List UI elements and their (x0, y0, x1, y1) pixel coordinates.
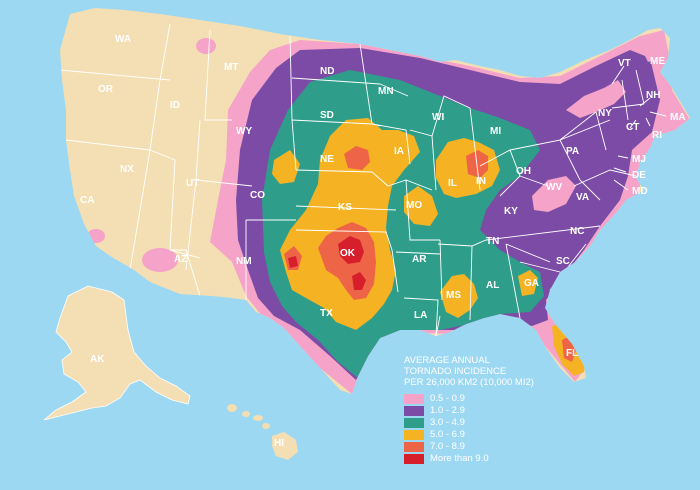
state-labels: WA OR CA ID NX MT WY UT AZ CO NM ND SD N… (80, 34, 686, 449)
legend-label-2: 3.0 - 4.9 (430, 417, 465, 429)
state-label-nh: NH (646, 90, 660, 101)
state-label-ar: AR (412, 254, 427, 265)
state-label-mj: MJ (632, 154, 646, 165)
state-label-mt: MT (224, 62, 238, 73)
legend-title-line-2: TORNADO INCIDENCE (404, 366, 507, 377)
zone-0-5-0-9-new-york (566, 80, 626, 118)
zone-0-5-0-9-montana (196, 38, 216, 54)
legend-swatch-5 (404, 453, 424, 464)
zone-7-0-8-9-nebraska (344, 146, 370, 170)
state-label-wv: WV (546, 182, 562, 193)
state-label-ks: KS (338, 202, 352, 213)
state-label-ny: NY (598, 108, 612, 119)
state-label-md: MD (632, 186, 648, 197)
state-label-id: ID (170, 100, 180, 111)
zone-0-5-0-9-west-virginia (532, 176, 576, 212)
state-label-la: LA (414, 310, 427, 321)
legend-item: 3.0 - 4.9 (404, 417, 489, 429)
zone-more-than-9-texas-panhandle (288, 256, 298, 268)
legend-item: 1.0 - 2.9 (404, 405, 489, 417)
legend-label-0: 0.5 - 0.9 (430, 393, 465, 405)
zone-0-5-0-9-arizona (142, 248, 178, 272)
state-label-nx: NX (120, 164, 134, 175)
legend-label-4: 7.0 - 8.9 (430, 441, 465, 453)
state-label-ia: IA (394, 146, 404, 157)
legend-title-line-3: PER 26,000 KM2 (10,000 MI2) (404, 377, 534, 388)
state-label-ne: NE (320, 154, 334, 165)
state-label-wa: WA (115, 34, 131, 45)
legend-item: 7.0 - 8.9 (404, 441, 489, 453)
legend-label-1: 1.0 - 2.9 (430, 405, 465, 417)
state-label-ga: GA (524, 278, 539, 289)
legend-item: 0.5 - 0.9 (404, 393, 489, 405)
label-leader-lines (611, 65, 667, 191)
zone-more-than-9-south-oklahoma (352, 272, 366, 290)
zone-5-0-6-9-mississippi (440, 274, 478, 318)
state-label-ky: KY (504, 206, 518, 217)
state-label-mi: MI (490, 126, 501, 137)
state-label-sd: SD (320, 110, 334, 121)
state-label-ca: CA (80, 195, 94, 206)
state-label-wi: WI (432, 112, 444, 123)
state-label-nd: ND (320, 66, 334, 77)
state-label-al: AL (486, 280, 499, 291)
legend-label-5: More than 9.0 (430, 453, 489, 465)
state-label-ok: OK (340, 248, 356, 259)
legend-title-line-1: AVERAGE ANNUAL (404, 355, 490, 366)
legend-item: More than 9.0 (404, 453, 489, 465)
zone-0-5-0-9-maine (640, 36, 666, 62)
legend-swatch-4 (404, 441, 424, 452)
state-label-ma: MA (670, 112, 686, 123)
state-label-ut: UT (186, 178, 199, 189)
state-label-vt: VT (618, 58, 631, 69)
state-label-de: DE (632, 170, 646, 181)
state-label-mo: MO (406, 200, 422, 211)
state-label-wy: WY (236, 126, 252, 137)
state-label-hi: HI (274, 438, 284, 449)
state-label-ct: CT (626, 122, 639, 133)
state-label-oh: OH (516, 166, 531, 177)
state-label-me: ME (650, 56, 665, 67)
state-label-az: AZ (174, 254, 187, 265)
state-label-mn: MN (378, 86, 394, 97)
state-label-ri: RI (652, 130, 662, 141)
legend-item: 5.0 - 6.9 (404, 429, 489, 441)
legend-swatch-0 (404, 393, 424, 404)
alaska-landmass (43, 285, 191, 421)
zone-5-0-6-9-missouri (404, 186, 438, 226)
legend-swatch-1 (404, 405, 424, 416)
state-label-or: OR (98, 84, 114, 95)
state-label-fl: FL (566, 348, 578, 359)
state-label-tx: TX (320, 308, 333, 319)
legend-title: AVERAGE ANNUAL TORNADO INCIDENCE PER 26,… (404, 355, 604, 388)
state-label-va: VA (576, 192, 589, 203)
state-label-il: IL (448, 178, 457, 189)
legend-swatch-3 (404, 429, 424, 440)
state-label-in: IN (476, 176, 486, 187)
state-label-sc: SC (556, 256, 570, 267)
state-label-co: CO (250, 190, 265, 201)
legend-swatch-2 (404, 417, 424, 428)
state-label-nc: NC (570, 226, 584, 237)
hawaii-islands (227, 404, 298, 460)
state-label-nm: NM (236, 256, 252, 267)
state-label-pa: PA (566, 146, 579, 157)
zone-5-0-6-9-georgia (518, 270, 538, 296)
legend: 0.5 - 0.9 1.0 - 2.9 3.0 - 4.9 5.0 - 6.9 … (404, 393, 489, 465)
state-label-tn: TN (486, 236, 499, 247)
zone-more-than-9-oklahoma (338, 236, 364, 264)
legend-label-3: 5.0 - 6.9 (430, 429, 465, 441)
zone-5-0-6-9-colorado (272, 150, 300, 184)
state-label-ak: AK (90, 354, 105, 365)
state-label-ms: MS (446, 290, 461, 301)
